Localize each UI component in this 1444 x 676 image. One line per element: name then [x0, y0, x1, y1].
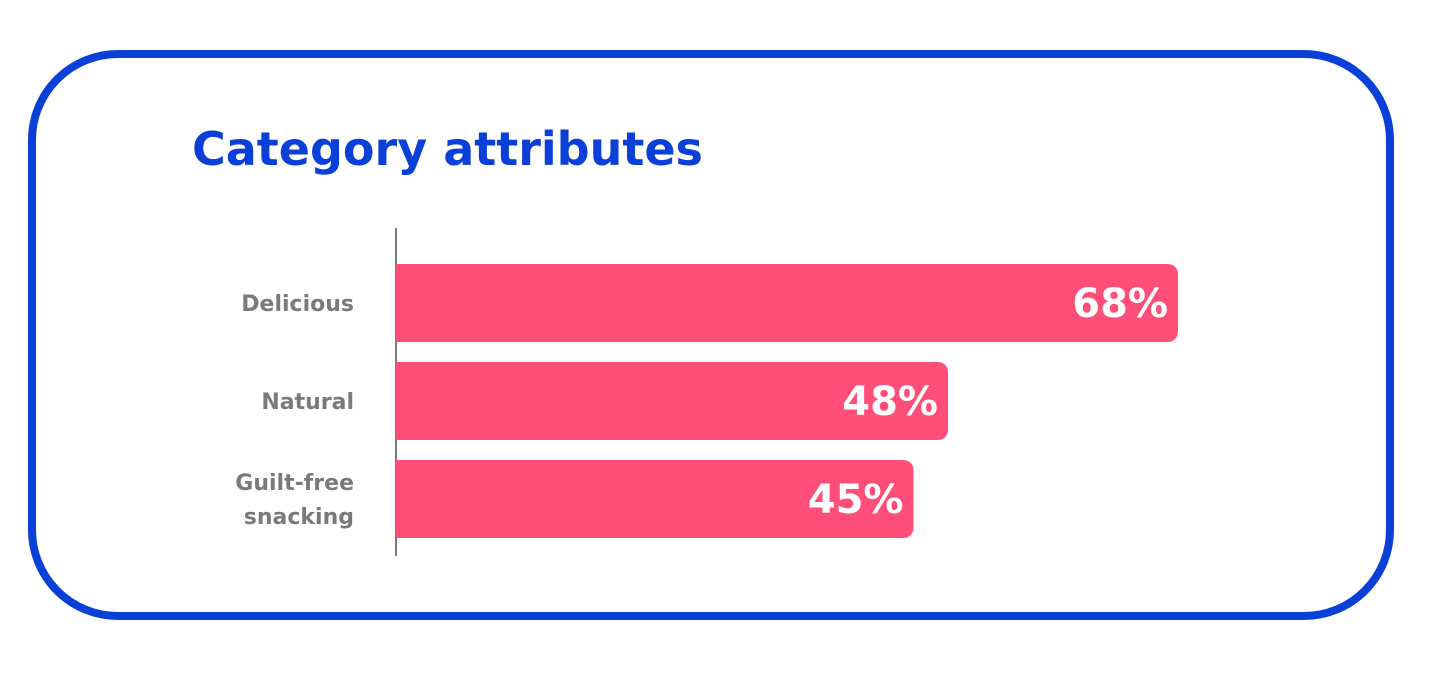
data-label-0: 68%	[1072, 281, 1168, 327]
bars-group: 68% Delicious 48% Natural 45% Guilt-free snack…	[235, 264, 1178, 538]
bar-base-1	[396, 362, 408, 440]
data-label-2: 45%	[808, 477, 904, 523]
category-label-1: Natural	[261, 390, 354, 415]
data-label-1: 48%	[842, 379, 938, 425]
bar-base-0	[396, 264, 408, 342]
category-label-line: snacking	[244, 505, 354, 530]
bar-delicious	[396, 264, 1178, 342]
bar-base-2	[396, 460, 408, 538]
bar-guilt-free-snacking	[396, 460, 914, 538]
category-label-0: Delicious	[241, 292, 354, 317]
category-label-line: Guilt-free	[235, 471, 354, 496]
chart-title: Category attributes	[192, 122, 703, 176]
bar-natural	[396, 362, 948, 440]
category-label-line: Natural	[261, 390, 354, 415]
category-label-2: Guilt-free snacking	[235, 471, 354, 530]
category-label-line: Delicious	[241, 292, 354, 317]
